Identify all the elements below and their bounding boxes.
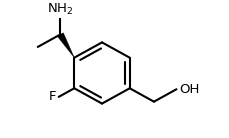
Text: OH: OH [179, 83, 199, 96]
Text: F: F [49, 90, 57, 103]
Polygon shape [57, 33, 74, 58]
Text: NH$_2$: NH$_2$ [47, 2, 73, 17]
